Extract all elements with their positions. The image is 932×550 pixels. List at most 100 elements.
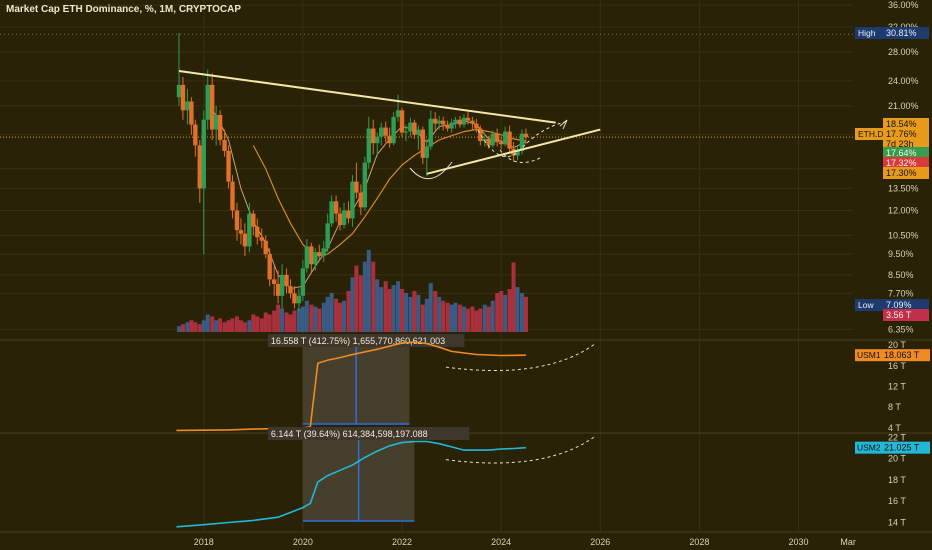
volume-bar <box>408 296 413 332</box>
candle <box>498 136 504 150</box>
candle <box>436 115 442 130</box>
volume-bar <box>321 302 326 332</box>
time-axis: 2018 2020 2022 2024 2026 2028 2030 Mar <box>194 537 856 547</box>
candle-body <box>366 128 372 163</box>
candle <box>461 114 467 128</box>
volume-bar <box>362 261 367 332</box>
candle-body <box>408 122 413 132</box>
candle-body <box>189 101 194 125</box>
volume-bar <box>499 291 504 332</box>
volume-bar <box>300 306 305 332</box>
candle <box>329 195 334 227</box>
candle-body <box>494 133 500 143</box>
candle <box>383 121 388 143</box>
candle-body <box>185 101 190 111</box>
candle-body <box>502 131 508 145</box>
candle-body <box>436 120 442 124</box>
volume-bar <box>437 296 442 332</box>
candle <box>474 118 479 133</box>
candle <box>325 213 330 253</box>
volume-bar <box>342 300 347 332</box>
candle <box>238 218 244 245</box>
candle-body <box>176 84 182 98</box>
volume-bar <box>292 310 297 332</box>
candle-body <box>391 116 396 144</box>
usm1-name: USM1 <box>857 350 881 360</box>
volume-bar <box>420 304 425 332</box>
volume-bar <box>218 318 223 332</box>
candle-body <box>474 123 479 129</box>
usm1-tick-label: 12 T <box>888 382 906 392</box>
candle <box>263 235 268 259</box>
volume-bar <box>247 320 252 332</box>
candle <box>362 156 368 211</box>
candle-body <box>362 162 368 208</box>
tag-1854: 18.54% <box>883 118 929 130</box>
candle <box>193 119 198 157</box>
volume-bar <box>507 289 512 332</box>
candle-body <box>193 124 198 146</box>
candle <box>259 228 264 249</box>
tag-1764: 17.64% <box>883 147 929 159</box>
usm2-value-bg <box>880 441 930 454</box>
candle <box>333 195 339 222</box>
usm1-tick-label: 20 T <box>888 340 906 350</box>
low-tag-label: Low <box>858 300 874 310</box>
candle-body <box>403 131 409 133</box>
candle <box>490 130 495 148</box>
time-tick-label: 2022 <box>392 537 412 547</box>
time-tick-label: 2026 <box>590 537 610 547</box>
candle-body <box>346 210 351 219</box>
candle-body <box>395 110 401 117</box>
candle-body <box>428 118 433 147</box>
candle-body <box>470 120 475 124</box>
price-tick-label: 8.50% <box>888 270 914 280</box>
candle-body <box>309 246 314 265</box>
chart-title: Market Cap ETH Dominance, %, 1M, CRYPTOC… <box>6 4 242 15</box>
price-tick-label: 9.50% <box>888 249 914 259</box>
volume-bar <box>214 320 219 332</box>
candle <box>358 184 364 216</box>
candle <box>449 118 454 133</box>
candle-body <box>279 274 285 296</box>
volume-bar <box>210 316 215 332</box>
candle-body <box>217 114 223 140</box>
high-tag: High 30.81% <box>855 27 929 39</box>
candle-body <box>457 119 463 125</box>
candle-body <box>213 114 219 130</box>
volume-bar <box>441 300 446 332</box>
usm2-value: 21.025 T <box>884 443 920 453</box>
volume-bar <box>234 316 239 332</box>
candle <box>457 115 463 128</box>
volume-bar <box>482 304 487 332</box>
volume-bar <box>304 300 309 332</box>
price-tick-label: 24.00% <box>888 76 919 86</box>
candle <box>209 73 215 140</box>
candle <box>321 240 326 263</box>
volume-bar <box>519 292 524 332</box>
candle-body <box>267 254 272 280</box>
candle <box>189 97 194 135</box>
time-tick-label: 2020 <box>293 537 313 547</box>
volume-bar <box>176 326 181 332</box>
candle <box>222 129 227 157</box>
usm2-projection <box>445 435 597 464</box>
volume-bar <box>515 287 520 332</box>
last-price-tag: ETH.D 17.76% <box>855 128 929 140</box>
candle <box>346 201 351 224</box>
candle <box>366 116 372 169</box>
candle <box>230 175 235 219</box>
high-tag-value: 30.81% <box>886 28 917 38</box>
candle-body <box>341 210 347 226</box>
usm2-tick-label: 16 T <box>888 496 906 506</box>
candle <box>408 117 413 137</box>
volume-bar <box>403 292 408 332</box>
last-price-tag-value-bg <box>883 128 929 140</box>
volume-bar <box>478 308 483 332</box>
volume-bar <box>458 304 463 332</box>
candle-body <box>226 150 231 182</box>
candle-body <box>354 181 359 193</box>
projection-arrow <box>477 121 566 158</box>
price-tick-label: 13.50% <box>888 183 919 193</box>
